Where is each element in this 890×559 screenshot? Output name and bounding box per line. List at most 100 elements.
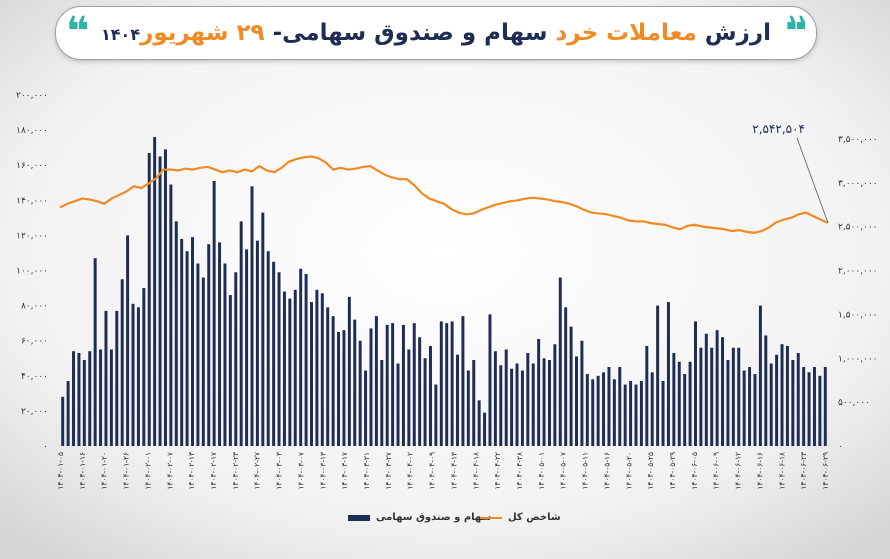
x-tick-label: ۱۴۰۴-۰۴-۱۸ bbox=[471, 452, 480, 490]
x-tick-label: ۱۴۰۴-۰۴-۰۹ bbox=[428, 452, 437, 490]
bar bbox=[255, 240, 259, 446]
bar bbox=[596, 375, 600, 446]
bar bbox=[131, 303, 135, 447]
bar bbox=[488, 314, 492, 447]
bar bbox=[234, 272, 238, 446]
bar bbox=[753, 374, 757, 446]
bar bbox=[228, 295, 232, 446]
bar bbox=[104, 310, 108, 446]
left-axis-tick-label: ۴۰,۰۰۰ bbox=[21, 372, 48, 382]
bar bbox=[445, 323, 449, 446]
bar bbox=[293, 289, 297, 446]
bar bbox=[77, 352, 81, 447]
bar bbox=[461, 316, 465, 446]
bar bbox=[591, 379, 595, 446]
bar bbox=[342, 330, 346, 446]
bar bbox=[493, 351, 497, 446]
bar bbox=[466, 370, 470, 446]
bar bbox=[401, 324, 405, 446]
legend-line-label: شاخص کل bbox=[508, 512, 561, 523]
bar bbox=[185, 251, 189, 446]
bar bbox=[515, 363, 519, 446]
bar bbox=[196, 263, 200, 446]
x-tick-label: ۱۴۰۴-۰۴-۲۸ bbox=[515, 452, 524, 490]
bar bbox=[412, 323, 416, 446]
bar bbox=[661, 381, 665, 446]
bar bbox=[299, 268, 303, 446]
bar bbox=[564, 307, 568, 447]
index-line bbox=[59, 155, 829, 234]
right-axis-tick-label: ۲,۵۰۰,۰۰۰ bbox=[838, 223, 878, 233]
left-axis-tick-label: ۲۰۰,۰۰۰ bbox=[16, 91, 48, 101]
bar bbox=[450, 321, 454, 446]
left-axis-tick-label: ۱۶۰,۰۰۰ bbox=[16, 161, 48, 171]
bar bbox=[353, 319, 357, 446]
bar bbox=[748, 367, 752, 446]
bar bbox=[715, 330, 719, 446]
x-tick-label: ۱۴۰۴-۰۵-۲۰ bbox=[624, 452, 633, 490]
bar bbox=[369, 328, 373, 446]
bar bbox=[261, 212, 265, 446]
bar bbox=[245, 249, 249, 446]
bar bbox=[396, 363, 400, 446]
bar bbox=[250, 186, 254, 446]
bar bbox=[520, 370, 524, 446]
bar bbox=[93, 258, 97, 446]
bar bbox=[683, 374, 687, 446]
bar bbox=[82, 360, 86, 446]
bar bbox=[758, 305, 762, 446]
bar bbox=[115, 310, 119, 446]
bar bbox=[780, 344, 784, 446]
bar bbox=[380, 360, 384, 446]
bar bbox=[791, 360, 795, 446]
left-axis-tick-label: ۲۰,۰۰۰ bbox=[21, 407, 48, 417]
bar bbox=[136, 307, 140, 447]
bar bbox=[147, 152, 151, 447]
title-banner: ❝ ارزش معاملات خرد سهام و صندوق سهامی- ۲… bbox=[55, 6, 817, 60]
bar bbox=[802, 367, 806, 446]
bar bbox=[764, 335, 768, 446]
bar bbox=[423, 358, 427, 446]
x-tick-label: ۱۴۰۴-۰۶-۱۶ bbox=[755, 452, 764, 490]
x-tick-label: ۱۴۰۴-۰۳-۱۳ bbox=[318, 452, 327, 490]
bar bbox=[315, 289, 319, 446]
bar bbox=[585, 374, 589, 446]
bar bbox=[180, 238, 184, 446]
bar bbox=[666, 302, 670, 446]
bar bbox=[158, 156, 162, 446]
bar bbox=[737, 347, 741, 446]
bar bbox=[163, 149, 167, 446]
bar bbox=[304, 274, 308, 446]
bar bbox=[272, 261, 276, 447]
bar bbox=[672, 352, 676, 447]
x-tick-label: ۱۴۰۴-۰۱-۱۶ bbox=[78, 452, 87, 490]
annotation-label: ۲,۵۴۲,۵۰۴ bbox=[752, 122, 805, 136]
x-tick-label: ۱۴۰۴-۰۶-۲۹ bbox=[821, 452, 830, 490]
bar bbox=[88, 351, 92, 446]
legend-bars: سهام و صندوق سهامی bbox=[348, 512, 491, 523]
bar bbox=[796, 352, 800, 447]
title-part-2: معاملات خرد bbox=[547, 20, 697, 46]
bar bbox=[331, 316, 335, 446]
x-tick-label: ۱۴۰۴-۰۴-۰۲ bbox=[406, 452, 415, 490]
bar bbox=[785, 345, 789, 446]
x-tick-label: ۱۴۰۴-۰۵-۲۵ bbox=[646, 452, 655, 490]
bar bbox=[428, 345, 432, 446]
bar bbox=[645, 345, 649, 446]
right-axis-tick-label: ۵۰۰,۰۰۰ bbox=[838, 398, 870, 408]
x-tick-label: ۱۴۰۴-۰۲-۲۷ bbox=[253, 452, 262, 490]
bar bbox=[282, 291, 286, 446]
x-tick-label: ۱۴۰۴-۰۱-۲۰ bbox=[100, 452, 109, 490]
bar bbox=[504, 349, 508, 447]
bar bbox=[407, 349, 411, 447]
annotation-leader bbox=[796, 137, 829, 224]
right-axis-tick-label: ۲,۰۰۰,۰۰۰ bbox=[838, 267, 878, 277]
x-tick-label: ۱۴۰۴-۰۵-۱۶ bbox=[602, 452, 611, 490]
bar bbox=[547, 360, 551, 446]
bar bbox=[726, 360, 730, 446]
bar bbox=[218, 242, 222, 446]
bar bbox=[704, 333, 708, 446]
right-axis-tick-label: ۳,۰۰۰,۰۰۰ bbox=[838, 179, 878, 189]
left-axis-tick-label: ۱۴۰,۰۰۰ bbox=[16, 196, 48, 206]
bar bbox=[510, 368, 514, 446]
